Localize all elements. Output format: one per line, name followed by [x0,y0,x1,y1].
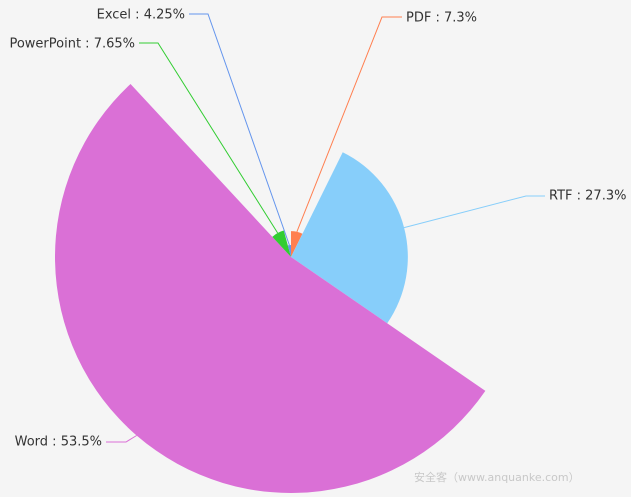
watermark: 安全客（www.anquanke.com） [414,471,580,484]
slice-powerpoint[interactable] [272,230,291,257]
slice-label-powerpoint: PowerPoint : 7.65% [9,37,135,52]
slices [55,83,486,493]
slice-labels: PDF : 7.3% RTF : 27.3% Word : 53.5% PowerPo… [9,8,626,450]
label-lines [106,13,545,443]
slice-label-word: Word : 53.5% [15,435,102,450]
slice-excel[interactable] [287,245,291,257]
slice-pdf[interactable] [291,231,303,257]
label-line-word [106,435,137,443]
label-line-excel [189,13,290,246]
label-line-powerpoint [139,42,279,234]
slice-label-excel: Excel : 4.25% [97,8,185,23]
slice-label-rtf: RTF : 27.3% [549,189,626,204]
label-line-rtf [403,195,545,229]
slice-rtf[interactable] [291,152,408,324]
slice-label-pdf: PDF : 7.3% [406,11,477,26]
label-line-pdf [296,16,402,232]
slice-word[interactable] [55,83,486,493]
